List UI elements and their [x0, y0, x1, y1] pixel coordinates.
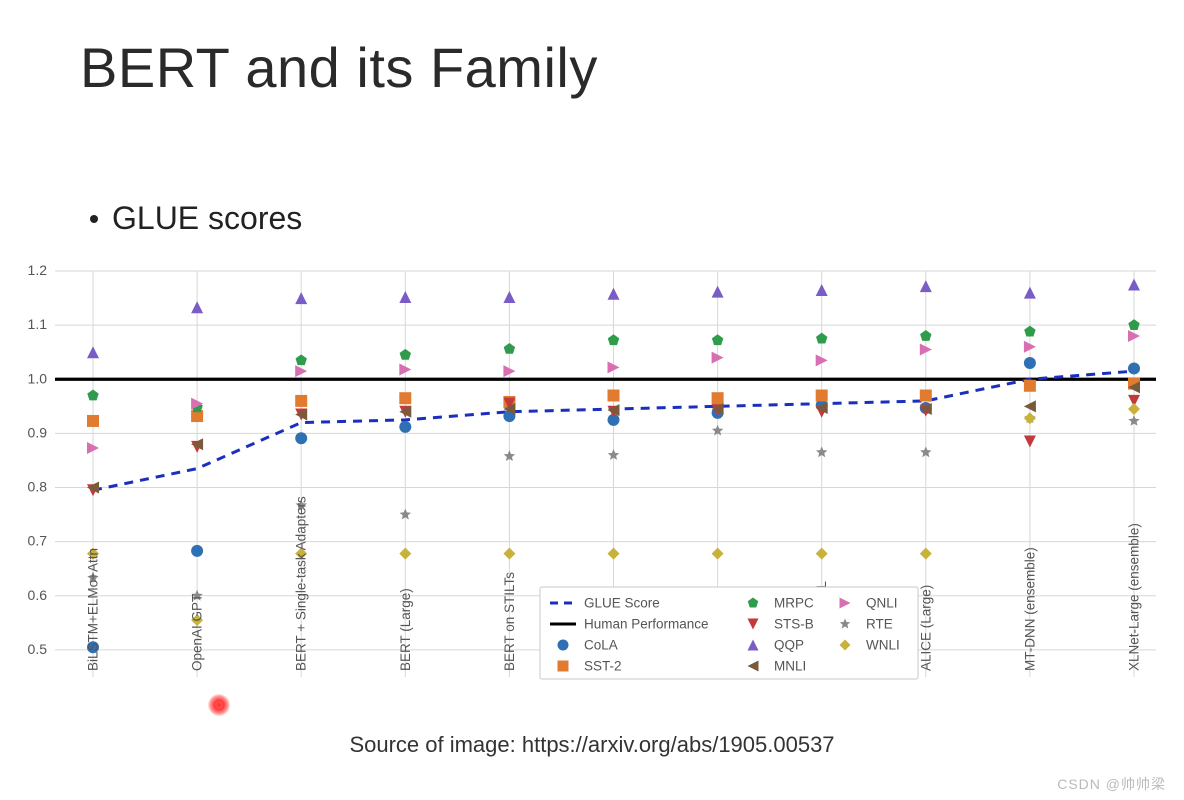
marker-sst-2: [712, 392, 724, 404]
marker-sst-2: [608, 390, 620, 402]
watermark-text: CSDN @帅帅梁: [1057, 774, 1166, 794]
marker-sst-2: [87, 415, 99, 427]
marker-wnli: [1128, 403, 1140, 415]
marker-qqp: [1024, 287, 1036, 299]
marker-sst-2: [1024, 380, 1036, 392]
marker-mrpc: [87, 390, 98, 401]
marker-sst-2: [295, 395, 307, 407]
legend-swatch: [558, 661, 569, 672]
model-label: XLNet-Large (ensemble): [1127, 523, 1142, 671]
model-label: BiLSTM+ELMo+Attn: [86, 548, 101, 671]
ytick-label: 0.8: [28, 479, 48, 495]
ytick-label: 1.2: [28, 265, 48, 278]
ytick-label: 0.9: [28, 424, 48, 440]
marker-wnli: [608, 548, 620, 560]
marker-wnli: [816, 548, 828, 560]
marker-qqp: [608, 288, 620, 300]
marker-qqp: [191, 301, 203, 313]
marker-cola: [1024, 357, 1036, 369]
marker-mrpc: [400, 349, 411, 360]
legend-swatch: [558, 640, 569, 651]
marker-sst-2: [399, 392, 411, 404]
model-label: MT-DNN (ensemble): [1022, 547, 1037, 671]
legend-label: STS-B: [774, 617, 814, 632]
subtitle-row: GLUE scores: [90, 200, 302, 237]
marker-sts-b: [1024, 436, 1036, 448]
marker-qqp: [87, 346, 99, 358]
subtitle-text: GLUE scores: [112, 200, 302, 236]
legend-label: WNLI: [866, 638, 900, 653]
legend-label: Human Performance: [584, 617, 709, 632]
glue-chart: 0.5 0.6 0.7 0.8 0.9 1.0 1.1 1.2 BiLSTM+ELMo+Attn…: [10, 265, 1174, 695]
laser-pointer-icon: [208, 694, 230, 716]
marker-mrpc: [608, 334, 619, 345]
slide: BERT and its Family GLUE scores 0.50.60.…: [0, 0, 1184, 800]
legend-label: MRPC: [774, 596, 814, 611]
ytick-label: 0.5: [28, 641, 48, 657]
model-label: BERT (Large): [398, 588, 413, 671]
model-label: OpenAI GPT: [190, 594, 205, 671]
ytick-label: 0.7: [28, 533, 48, 549]
marker-wnli: [399, 548, 411, 560]
model-label: BERT + Single-task Adapters: [294, 496, 309, 671]
legend-label: SST-2: [584, 659, 622, 674]
slide-title: BERT and its Family: [80, 35, 598, 100]
marker-mrpc: [920, 330, 931, 341]
marker-wnli: [503, 548, 515, 560]
marker-qqp: [1128, 279, 1140, 291]
marker-mrpc: [712, 334, 723, 345]
legend-label: CoLA: [584, 638, 618, 653]
bullet-icon: [90, 215, 98, 223]
legend-label: QQP: [774, 638, 804, 653]
marker-wnli: [1024, 412, 1036, 424]
marker-mrpc: [1024, 326, 1035, 337]
marker-qqp: [920, 280, 932, 292]
ytick-label: 1.1: [28, 316, 48, 332]
legend-label: QNLI: [866, 596, 898, 611]
marker-wnli: [920, 548, 932, 560]
source-caption: Source of image: https://arxiv.org/abs/1…: [0, 732, 1184, 758]
model-label: BERT on STILTs: [502, 572, 517, 671]
chart-svg: 0.5 0.6 0.7 0.8 0.9 1.0 1.1 1.2 BiLSTM+ELMo+Attn…: [10, 265, 1174, 695]
marker-mrpc: [816, 333, 827, 344]
legend-label: RTE: [866, 617, 893, 632]
marker-mrpc: [504, 343, 515, 354]
marker-sst-2: [920, 390, 932, 402]
ytick-label: 1.0: [28, 370, 48, 386]
marker-qqp: [295, 292, 307, 304]
marker-qqp: [712, 286, 724, 298]
marker-qqp: [399, 291, 411, 303]
marker-cola: [295, 432, 307, 444]
marker-wnli: [712, 548, 724, 560]
ytick-label: 0.6: [28, 587, 48, 603]
marker-cola: [399, 421, 411, 433]
marker-cola: [1128, 362, 1140, 374]
marker-sst-2: [816, 390, 828, 402]
marker-mrpc: [295, 354, 306, 365]
marker-qqp: [816, 284, 828, 296]
marker-cola: [191, 545, 203, 557]
legend-label: GLUE Score: [584, 596, 660, 611]
marker-mrpc: [1128, 319, 1139, 330]
model-label: ALICE (Large): [918, 585, 933, 671]
legend-label: MNLI: [774, 659, 806, 674]
marker-qqp: [503, 291, 515, 303]
